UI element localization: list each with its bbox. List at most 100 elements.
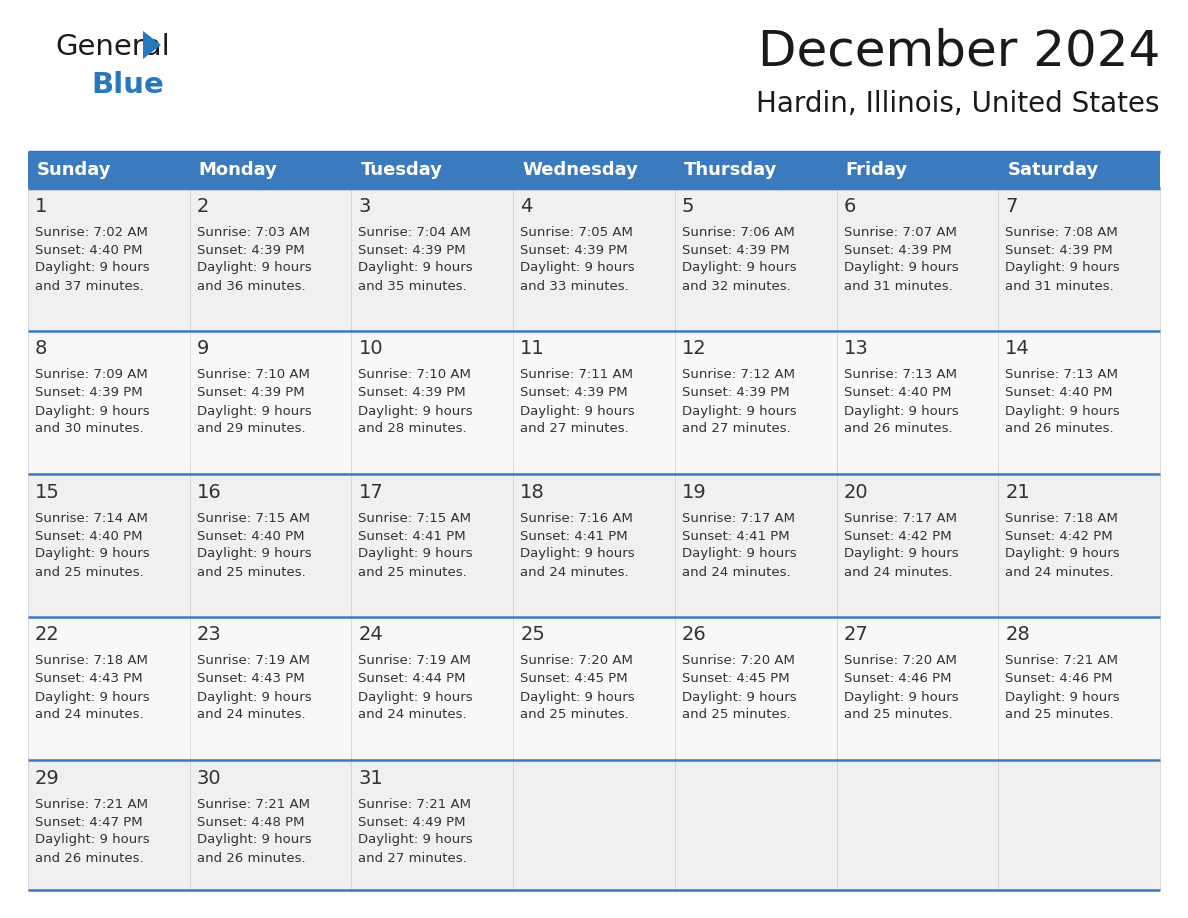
Text: Sunrise: 7:11 AM: Sunrise: 7:11 AM [520,368,633,382]
Text: Daylight: 9 hours: Daylight: 9 hours [843,262,959,274]
Text: 22: 22 [34,625,59,644]
Text: Daylight: 9 hours: Daylight: 9 hours [1005,405,1120,418]
Text: General: General [55,33,170,61]
Text: Sunset: 4:39 PM: Sunset: 4:39 PM [197,386,304,399]
Text: Sunrise: 7:03 AM: Sunrise: 7:03 AM [197,226,310,239]
Bar [29,188,1159,331]
Text: 20: 20 [843,483,868,501]
Text: Daylight: 9 hours: Daylight: 9 hours [843,405,959,418]
Text: 13: 13 [843,340,868,359]
Text: and 27 minutes.: and 27 minutes. [359,852,467,865]
Text: Sunset: 4:39 PM: Sunset: 4:39 PM [34,386,143,399]
Text: Daylight: 9 hours: Daylight: 9 hours [34,262,150,274]
Text: Sunset: 4:40 PM: Sunset: 4:40 PM [34,243,143,256]
Text: Sunrise: 7:21 AM: Sunrise: 7:21 AM [197,798,310,811]
Text: Daylight: 9 hours: Daylight: 9 hours [682,547,796,561]
Text: Sunrise: 7:02 AM: Sunrise: 7:02 AM [34,226,147,239]
Text: Daylight: 9 hours: Daylight: 9 hours [682,262,796,274]
Text: Daylight: 9 hours: Daylight: 9 hours [682,405,796,418]
Text: and 31 minutes.: and 31 minutes. [1005,279,1114,293]
Text: 25: 25 [520,625,545,644]
Text: December 2024: December 2024 [758,28,1159,76]
Text: Sunset: 4:39 PM: Sunset: 4:39 PM [682,386,790,399]
Text: Daylight: 9 hours: Daylight: 9 hours [1005,690,1120,703]
Text: Sunrise: 7:20 AM: Sunrise: 7:20 AM [843,655,956,667]
Text: Sunset: 4:41 PM: Sunset: 4:41 PM [520,530,627,543]
Text: and 24 minutes.: and 24 minutes. [34,709,144,722]
Text: Daylight: 9 hours: Daylight: 9 hours [359,690,473,703]
Text: Daylight: 9 hours: Daylight: 9 hours [359,405,473,418]
Text: Sunrise: 7:21 AM: Sunrise: 7:21 AM [359,798,472,811]
Text: and 29 minutes.: and 29 minutes. [197,422,305,435]
Text: Sunrise: 7:06 AM: Sunrise: 7:06 AM [682,226,795,239]
Text: 26: 26 [682,625,707,644]
Text: Sunset: 4:49 PM: Sunset: 4:49 PM [359,815,466,829]
Text: Sunset: 4:44 PM: Sunset: 4:44 PM [359,673,466,686]
Text: 7: 7 [1005,196,1018,216]
Text: and 26 minutes.: and 26 minutes. [843,422,953,435]
Text: Daylight: 9 hours: Daylight: 9 hours [1005,547,1120,561]
Text: and 25 minutes.: and 25 minutes. [682,709,790,722]
Text: Sunrise: 7:04 AM: Sunrise: 7:04 AM [359,226,472,239]
Text: Sunrise: 7:18 AM: Sunrise: 7:18 AM [34,655,147,667]
Text: 14: 14 [1005,340,1030,359]
Text: and 25 minutes.: and 25 minutes. [1005,709,1114,722]
Text: and 25 minutes.: and 25 minutes. [34,565,144,578]
Text: Daylight: 9 hours: Daylight: 9 hours [359,547,473,561]
Text: Daylight: 9 hours: Daylight: 9 hours [843,547,959,561]
Text: and 25 minutes.: and 25 minutes. [359,565,467,578]
Text: Sunrise: 7:17 AM: Sunrise: 7:17 AM [843,511,956,524]
Text: 18: 18 [520,483,545,501]
Text: Daylight: 9 hours: Daylight: 9 hours [520,547,634,561]
Text: 10: 10 [359,340,383,359]
Text: 24: 24 [359,625,384,644]
Text: Sunset: 4:39 PM: Sunset: 4:39 PM [359,243,466,256]
Text: Sunset: 4:47 PM: Sunset: 4:47 PM [34,815,143,829]
Text: Daylight: 9 hours: Daylight: 9 hours [34,690,150,703]
Text: 29: 29 [34,768,59,788]
Text: Sunset: 4:40 PM: Sunset: 4:40 PM [197,530,304,543]
Text: 27: 27 [843,625,868,644]
Text: Sunrise: 7:14 AM: Sunrise: 7:14 AM [34,511,147,524]
Text: and 24 minutes.: and 24 minutes. [843,565,953,578]
Text: and 27 minutes.: and 27 minutes. [682,422,790,435]
Text: Friday: Friday [846,161,908,179]
Text: Sunrise: 7:16 AM: Sunrise: 7:16 AM [520,511,633,524]
Text: 28: 28 [1005,625,1030,644]
Text: and 32 minutes.: and 32 minutes. [682,279,790,293]
Text: Sunrise: 7:19 AM: Sunrise: 7:19 AM [359,655,472,667]
Text: Sunset: 4:39 PM: Sunset: 4:39 PM [682,243,790,256]
Text: 12: 12 [682,340,707,359]
Text: Sunrise: 7:15 AM: Sunrise: 7:15 AM [197,511,310,524]
Text: 5: 5 [682,196,694,216]
Text: Sunrise: 7:10 AM: Sunrise: 7:10 AM [197,368,310,382]
Text: and 25 minutes.: and 25 minutes. [197,565,305,578]
Text: and 25 minutes.: and 25 minutes. [520,709,628,722]
Text: Sunset: 4:39 PM: Sunset: 4:39 PM [520,243,627,256]
Text: Daylight: 9 hours: Daylight: 9 hours [197,405,311,418]
Text: Sunrise: 7:10 AM: Sunrise: 7:10 AM [359,368,472,382]
Text: Sunset: 4:40 PM: Sunset: 4:40 PM [843,386,952,399]
Text: Sunset: 4:41 PM: Sunset: 4:41 PM [682,530,790,543]
Text: Sunset: 4:40 PM: Sunset: 4:40 PM [34,530,143,543]
Text: 15: 15 [34,483,59,501]
Text: Daylight: 9 hours: Daylight: 9 hours [1005,262,1120,274]
Text: and 24 minutes.: and 24 minutes. [1005,565,1114,578]
Text: Sunset: 4:39 PM: Sunset: 4:39 PM [359,386,466,399]
Text: 8: 8 [34,340,48,359]
Text: and 37 minutes.: and 37 minutes. [34,279,144,293]
Text: Sunset: 4:39 PM: Sunset: 4:39 PM [520,386,627,399]
Text: Sunset: 4:48 PM: Sunset: 4:48 PM [197,815,304,829]
Text: and 24 minutes.: and 24 minutes. [520,565,628,578]
Text: Tuesday: Tuesday [360,161,442,179]
Text: Sunset: 4:41 PM: Sunset: 4:41 PM [359,530,466,543]
Text: Sunrise: 7:17 AM: Sunrise: 7:17 AM [682,511,795,524]
Text: Sunrise: 7:20 AM: Sunrise: 7:20 AM [520,655,633,667]
Bar [29,331,1159,474]
Bar [29,152,1159,188]
Text: and 26 minutes.: and 26 minutes. [34,852,144,865]
Text: and 26 minutes.: and 26 minutes. [1005,422,1114,435]
Text: Blue: Blue [91,71,164,99]
Bar [29,760,1159,890]
Text: Hardin, Illinois, United States: Hardin, Illinois, United States [757,90,1159,118]
